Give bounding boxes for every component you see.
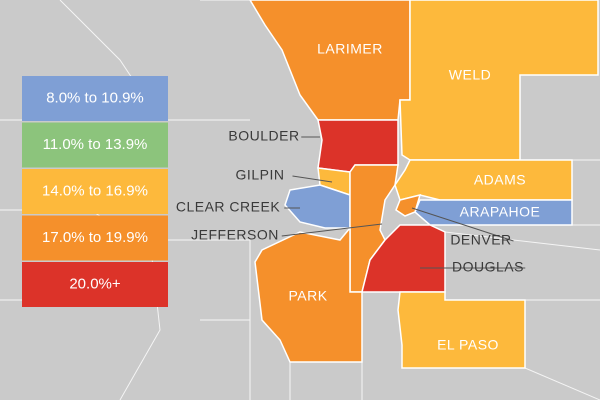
legend: 8.0% to 10.9% 11.0% to 13.9% 14.0% to 16.9… <box>22 76 168 307</box>
county-label: DOUGLAS <box>452 259 524 275</box>
county-label: WELD <box>449 67 491 83</box>
legend-swatch <box>22 169 168 214</box>
legend-label: 17.0% to 19.9% <box>42 229 148 246</box>
legend-label: 11.0% to 13.9% <box>43 136 148 153</box>
labels: LARIMER WELD BOULDER GILPIN CLEAR CREEK JEFFE… <box>176 41 541 353</box>
county-label: JEFFERSON <box>191 227 279 243</box>
county <box>395 193 422 217</box>
county-label: DENVER <box>450 232 511 248</box>
county <box>317 119 399 173</box>
county-label: LARIMER <box>317 41 383 57</box>
leader-line <box>411 207 514 242</box>
county-label: EL PASO <box>437 337 499 353</box>
county-label: ADAMS <box>474 172 526 188</box>
county-label: CLEAR CREEK <box>176 199 280 215</box>
legend-swatch <box>22 122 168 168</box>
legend-label: 20.0%+ <box>69 275 121 292</box>
county-label: GILPIN <box>236 167 285 183</box>
county-label: ARAPAHOE <box>460 204 541 220</box>
legend-label: 14.0% to 16.9% <box>42 182 148 199</box>
legend-swatch <box>22 215 168 261</box>
county <box>361 224 446 293</box>
legend-swatch <box>22 262 168 307</box>
county <box>397 291 526 369</box>
county-label: BOULDER <box>228 128 299 144</box>
leader-line <box>292 175 333 183</box>
legend-label: 8.0% to 10.9% <box>46 89 144 106</box>
counties <box>249 0 599 369</box>
county-label: PARK <box>288 288 327 304</box>
legend-swatch <box>22 76 168 121</box>
leader-line <box>281 223 383 237</box>
